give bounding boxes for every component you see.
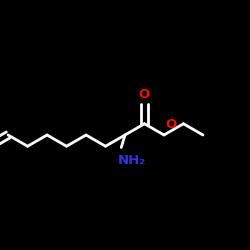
- Text: NH₂: NH₂: [118, 154, 146, 167]
- Text: O: O: [139, 88, 150, 102]
- Text: O: O: [165, 118, 176, 131]
